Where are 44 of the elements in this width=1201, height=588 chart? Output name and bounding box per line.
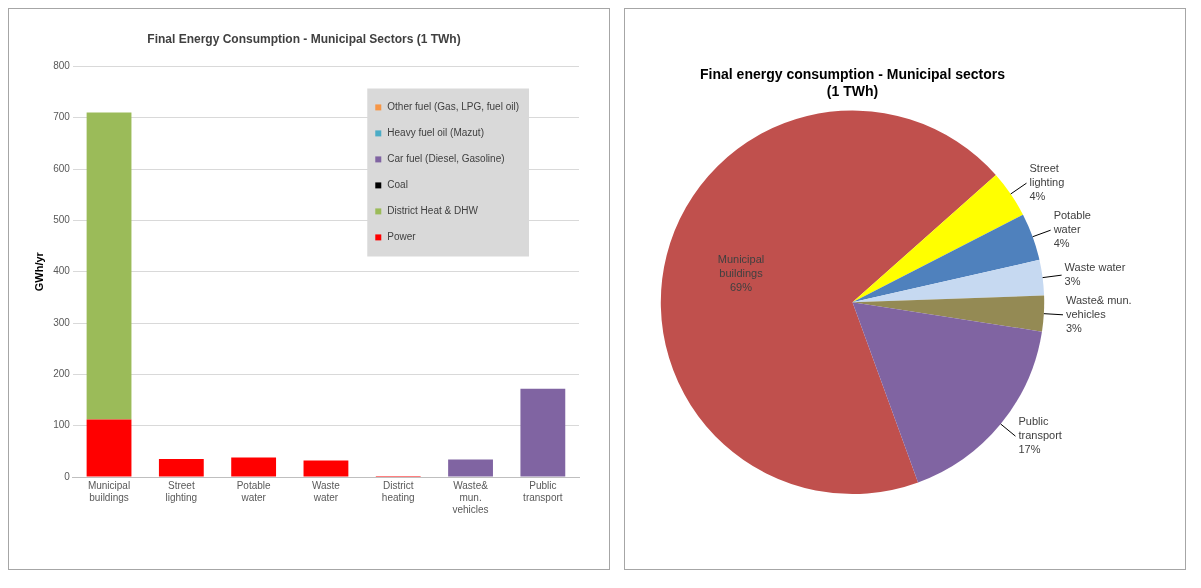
legend-label: Car fuel (Diesel, Gasoline) <box>387 153 505 165</box>
x-tick-label: Potable water <box>236 479 272 503</box>
legend-label: Heavy fuel oil (Mazut) <box>387 127 484 139</box>
y-tick-label: 200 <box>53 368 71 380</box>
slice-label: Municipal buildings <box>717 253 765 280</box>
legend-label: Coal <box>387 179 408 191</box>
x-tick-label: Waste& mun. vehicles <box>452 479 489 515</box>
data-label: 4% <box>1029 190 1046 203</box>
x-tick-label: Municipal buildings <box>87 479 131 503</box>
y-tick-label: 700 <box>53 111 71 123</box>
bar <box>158 459 204 477</box>
x-tick-label: Waste water <box>311 479 341 503</box>
data-label: 17% <box>1018 443 1041 456</box>
slice-label: Waste water <box>1064 261 1126 274</box>
data-label: 69% <box>729 281 753 294</box>
bar <box>86 112 132 420</box>
y-tick-label: 400 <box>53 265 71 277</box>
legend-label: Power <box>387 231 417 243</box>
y-tick-label: 100 <box>53 419 71 431</box>
data-label: 3% <box>1066 321 1083 334</box>
legend-label: District Heat & DHW <box>387 205 479 217</box>
slice-label: Potable water <box>1052 209 1091 236</box>
bar <box>520 388 566 477</box>
y-tick-label: 500 <box>53 214 71 226</box>
slice-label: Street lighting <box>1029 162 1065 189</box>
bar <box>231 457 277 477</box>
x-tick-label: District heating <box>381 479 415 503</box>
y-tick-label: 600 <box>53 162 71 174</box>
bar <box>303 460 349 477</box>
slice-label: Public transport <box>1018 415 1062 442</box>
chart-title: Final energy consumption - Municipal sectors (1 TWh) <box>700 66 1006 100</box>
bar <box>448 459 493 477</box>
y-tick-label: 300 <box>53 316 71 328</box>
x-tick-label: Public transport <box>523 479 563 503</box>
slice-label: Waste& mun. vehicles <box>1066 293 1132 320</box>
data-label: 4% <box>1053 237 1070 250</box>
legend-label: Other fuel (Gas, LPG, fuel oil) <box>387 101 519 113</box>
bar <box>86 419 132 477</box>
y-tick-label: 0 <box>64 470 71 482</box>
data-label: 3% <box>1064 275 1081 288</box>
y-tick-label: 800 <box>53 60 71 72</box>
chart-title: Final Energy Consumption - Municipal Sectors (1 TWh) <box>147 31 461 46</box>
y-axis-title: GWh/yr <box>32 251 45 292</box>
x-tick-label: Street lighting <box>165 479 198 503</box>
